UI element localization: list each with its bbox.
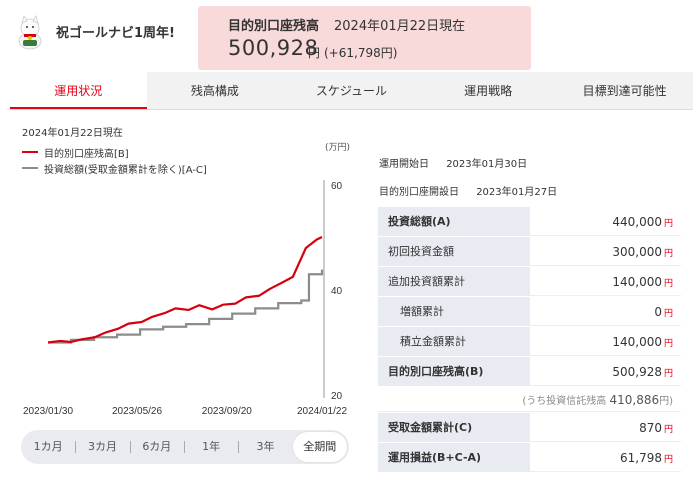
x-tick-label: 2023/01/30: [23, 406, 73, 417]
start-date-label: 運用開始日: [379, 159, 429, 170]
row-value: 140,000 円: [530, 267, 681, 296]
legend-swatch-invest: [22, 167, 38, 169]
balance-chart: 60 40 20 2023/01/30 2023/05/26 2023/09/20 2024…: [23, 180, 347, 417]
x-tick-label: 2023/05/26: [112, 406, 162, 417]
period-3-years[interactable]: 3年: [238, 430, 292, 464]
row-value: 500,928 円: [530, 357, 681, 386]
row-label: 目的別口座残高(B): [378, 357, 530, 386]
table-row-initial-investment: 初回投資金額 300,000 円: [378, 237, 681, 267]
period-6-months[interactable]: 6カ月: [129, 430, 184, 464]
row-label: 初回投資金額: [378, 237, 530, 266]
summary-table: 投資総額(A) 440,000 円 初回投資金額 300,000 円 追加投資額累計…: [378, 207, 681, 473]
period-1-year[interactable]: 1年: [183, 430, 238, 464]
balance-diff: (+61,798円): [324, 46, 398, 60]
table-row-account-balance: 目的別口座残高(B) 500,928 円: [378, 357, 681, 387]
open-date-info: 目的別口座開設日 2023年01月27日: [379, 183, 557, 198]
table-row-profit: 運用損益(B+C-A) 61,798 円: [378, 443, 681, 473]
row-label: 運用損益(B+C-A): [378, 443, 530, 472]
lucky-cat-icon: [12, 12, 48, 52]
tab-balance-composition[interactable]: 残高構成: [190, 84, 239, 98]
tab-goal-probability[interactable]: 目標到達可能性: [582, 84, 667, 98]
x-tick-label: 2024/01/22: [297, 406, 347, 417]
series-line-invest: [48, 269, 324, 344]
y-tick-label: 40: [331, 286, 343, 297]
open-date-value: 2023年01月27日: [476, 187, 558, 198]
legend-swatch-balance: [22, 151, 38, 153]
table-row-received: 受取金額累計(C) 870 円: [378, 413, 681, 443]
chart-asof: 2024年01月22日現在: [22, 128, 123, 139]
table-row-additional-investment: 追加投資額累計 140,000 円: [378, 267, 681, 297]
chart-unit: (万円): [325, 143, 351, 153]
balance-amount: 500,928: [228, 36, 319, 60]
tab-bar: 運用状況 残高構成 スケジュール 運用戦略 目標到達可能性: [10, 72, 693, 110]
table-row-fund-balance: (うち投資信託残高 410,886円): [378, 387, 681, 413]
row-value: 140,000 円: [530, 327, 681, 356]
row-label: 投資総額(A): [378, 207, 530, 236]
table-row-total-investment: 投資総額(A) 440,000 円: [378, 207, 681, 237]
y-tick-label: 60: [331, 181, 343, 192]
row-label: 追加投資額累計: [378, 267, 530, 296]
row-label: 受取金額累計(C): [378, 413, 530, 442]
start-date-info: 運用開始日 2023年01月30日: [379, 155, 527, 170]
legend-item-invest: 投資総額(受取金額累計を除く)[A-C]: [22, 160, 207, 176]
period-selector: 1カ月 3カ月 6カ月 1年 3年 全期間: [21, 430, 349, 464]
period-1-month[interactable]: 1カ月: [33, 440, 63, 453]
balance-title: 目的別口座残高: [228, 19, 320, 34]
period-all[interactable]: 全期間: [292, 432, 347, 462]
fund-balance-note: (うち投資信託残高 410,886円): [378, 387, 681, 412]
header: 祝ゴールナビ1周年! 目的別口座残高 2024年01月22日現在 500,928…: [0, 0, 693, 72]
row-value: 61,798 円: [530, 443, 681, 472]
legend-label-balance: 目的別口座残高[B]: [44, 148, 129, 160]
balance-summary: 目的別口座残高 2024年01月22日現在 500,928 円 (+61,798…: [198, 6, 531, 70]
table-row-accumulation: 積立金額累計 140,000 円: [378, 327, 681, 357]
chart-legend: 目的別口座残高[B] 投資総額(受取金額累計を除く)[A-C]: [22, 144, 207, 176]
tab-performance[interactable]: 運用状況: [10, 72, 147, 109]
period-3-months[interactable]: 3カ月: [75, 430, 129, 464]
row-label: 積立金額累計: [378, 327, 530, 356]
x-tick-label: 2023/09/20: [202, 406, 252, 417]
y-tick-label: 20: [331, 391, 343, 402]
tab-strategy[interactable]: 運用戦略: [464, 84, 513, 98]
row-value: 440,000 円: [530, 207, 681, 236]
anniversary-text: 祝ゴールナビ1周年!: [56, 26, 175, 41]
row-label: 増額累計: [378, 297, 530, 326]
row-value: 300,000 円: [530, 237, 681, 266]
balance-unit: 円: [308, 46, 321, 60]
open-date-label: 目的別口座開設日: [379, 187, 459, 198]
start-date-value: 2023年01月30日: [446, 159, 528, 170]
legend-item-balance: 目的別口座残高[B]: [22, 144, 207, 160]
row-value: 870 円: [530, 413, 681, 442]
balance-date: 2024年01月22日現在: [334, 19, 466, 34]
series-line-balance: [47, 235, 323, 344]
tab-schedule[interactable]: スケジュール: [315, 84, 388, 98]
legend-label-invest: 投資総額(受取金額累計を除く)[A-C]: [44, 164, 207, 176]
